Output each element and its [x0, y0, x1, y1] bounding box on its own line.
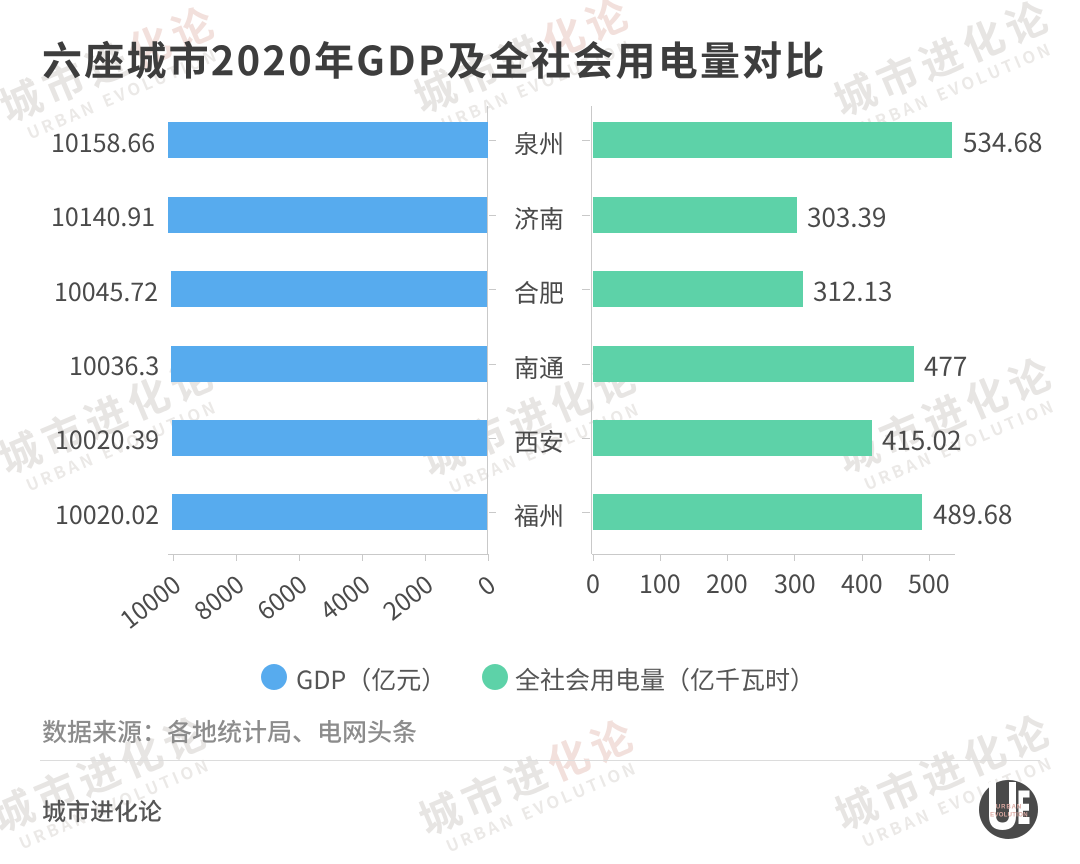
svg-text:EVOLUTION: EVOLUTION	[990, 813, 1028, 819]
svg-text:URBAN: URBAN	[996, 805, 1022, 811]
